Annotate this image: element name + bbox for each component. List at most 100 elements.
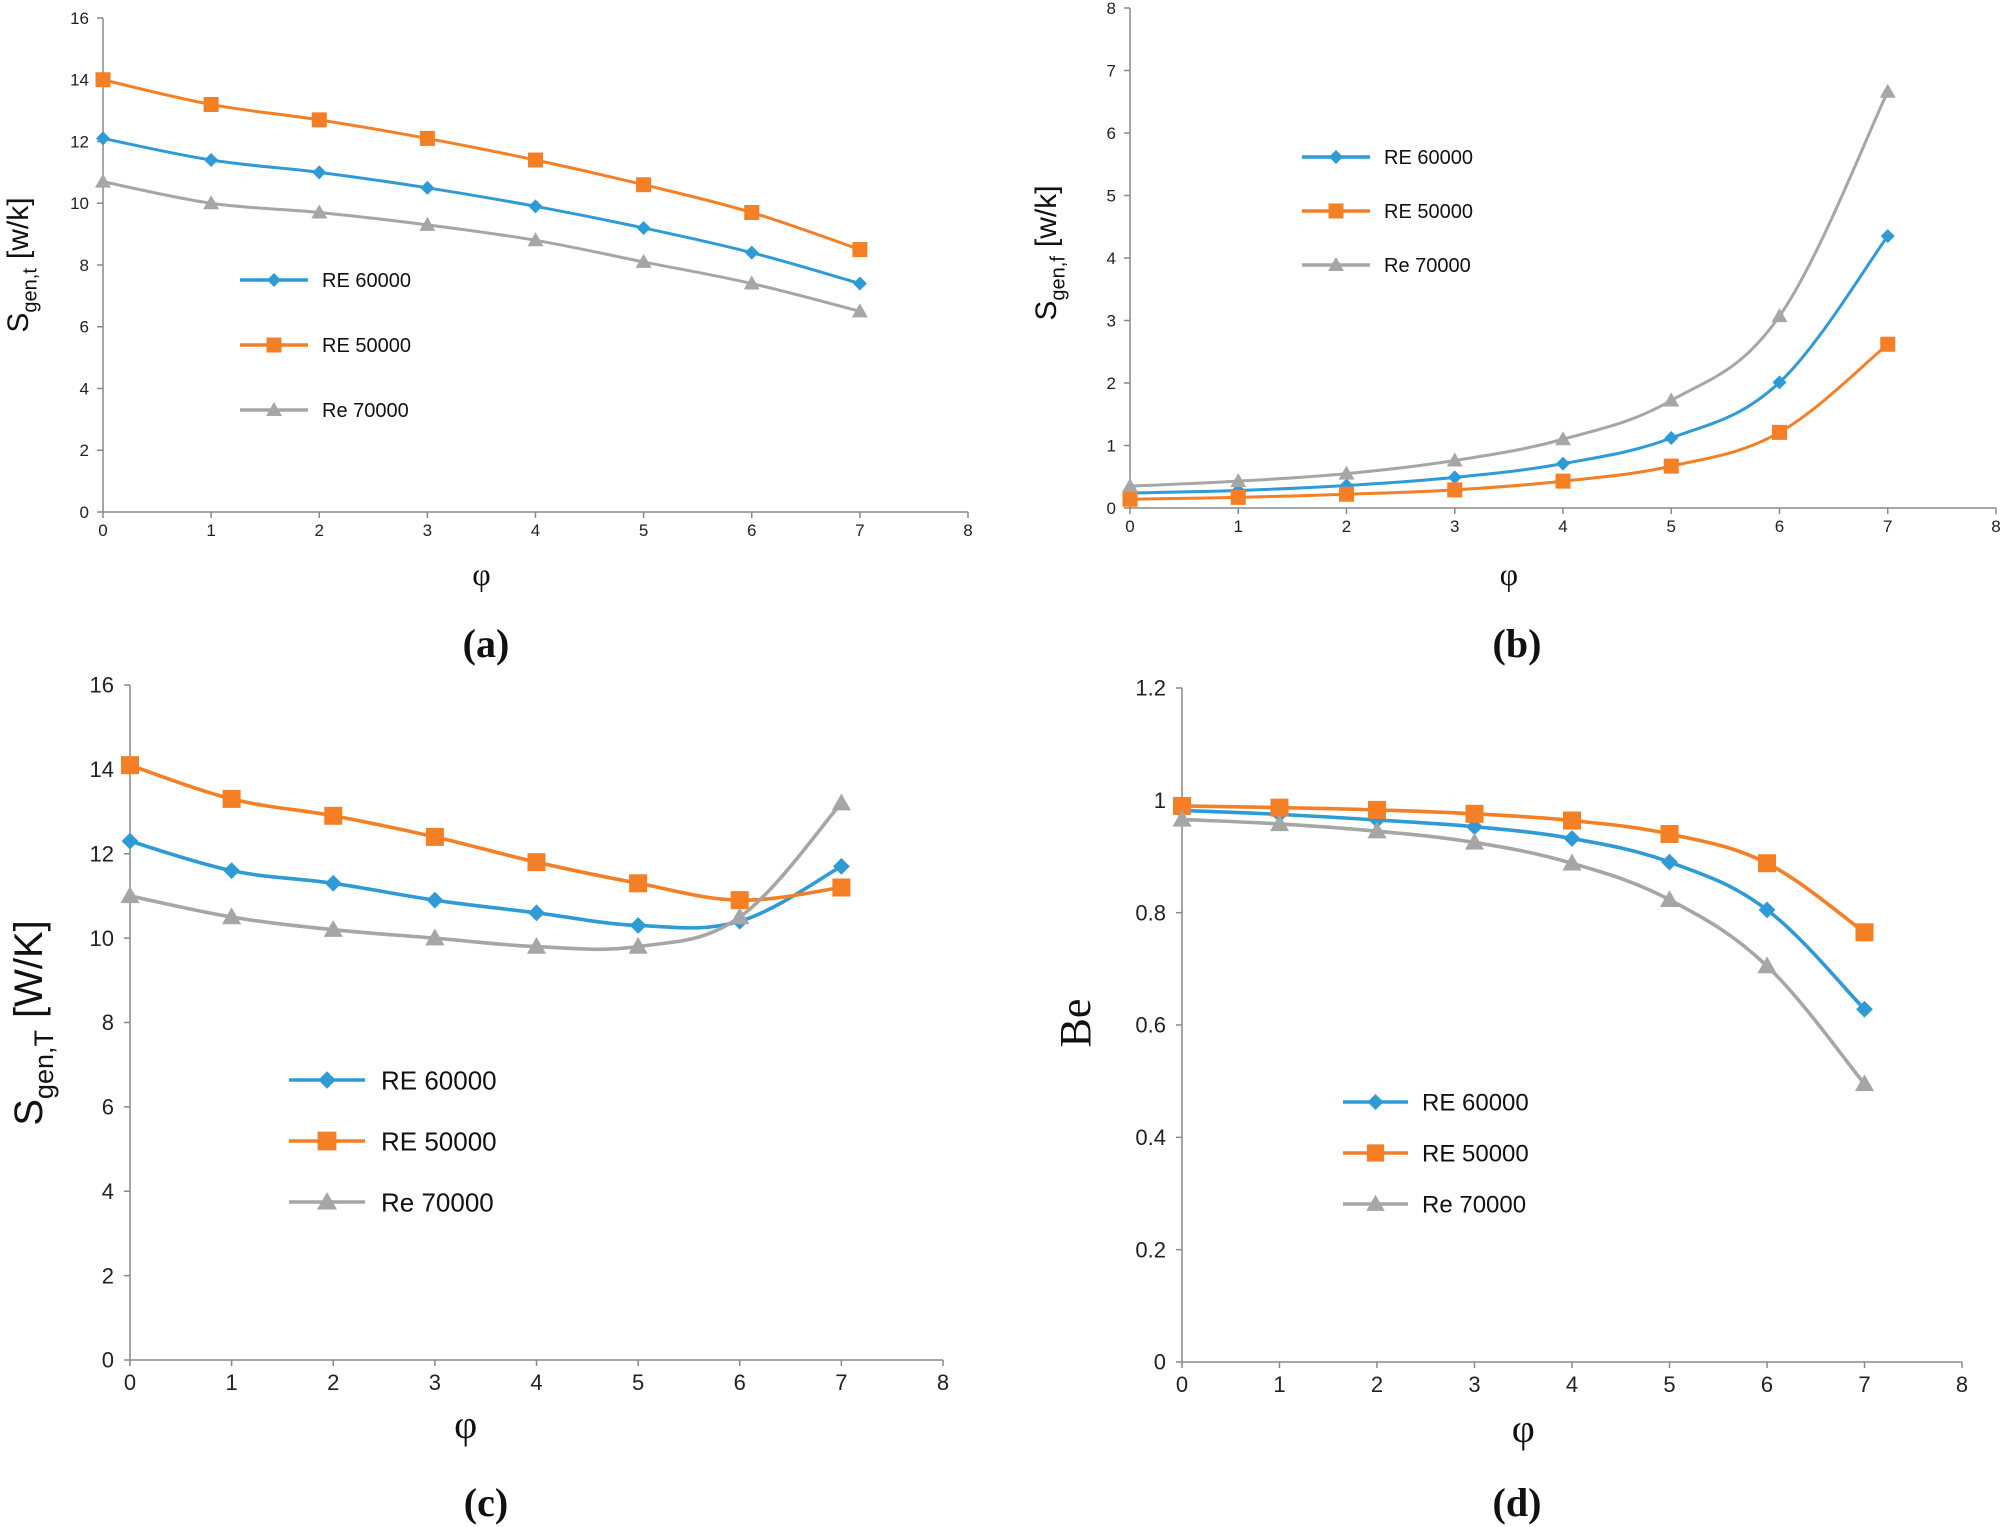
y-label-subscript: gen,t	[19, 268, 41, 313]
x-tick-label: 1	[1273, 1372, 1285, 1397]
data-point	[204, 153, 219, 168]
y-label-main: S	[7, 1099, 51, 1126]
y-tick-label: 1.2	[1135, 676, 1166, 701]
data-point	[1447, 482, 1463, 498]
data-point	[324, 874, 342, 892]
x-tick-label: 6	[734, 1370, 746, 1395]
y-tick-label: 0.8	[1135, 900, 1166, 925]
legend-marker	[1366, 1194, 1385, 1211]
x-tick-label: 5	[1663, 1372, 1675, 1397]
data-point	[1172, 809, 1192, 827]
data-point	[1368, 800, 1386, 819]
data-point	[628, 936, 648, 954]
x-tick-label: 8	[937, 1370, 949, 1395]
x-tick-label: 2	[1342, 517, 1351, 536]
data-point	[1659, 890, 1680, 907]
legend-marker	[318, 1071, 336, 1089]
x-tick-label: 2	[327, 1370, 339, 1395]
data-point	[323, 920, 343, 937]
data-point	[312, 165, 327, 180]
x-tick-label: 8	[1991, 517, 2000, 536]
data-point	[744, 245, 759, 260]
data-point	[1173, 796, 1191, 815]
panel-label: (d)	[1493, 1480, 1542, 1525]
y-tick-label: 4	[1107, 249, 1116, 268]
legend-label: RE 60000	[1422, 1090, 1529, 1117]
y-axis-label: Sgen,t [w/k]	[2, 197, 41, 332]
y-label-main: S	[1030, 301, 1063, 321]
data-point	[629, 917, 647, 934]
x-tick-label: 0	[124, 1370, 136, 1395]
x-axis-label: φ	[472, 556, 490, 592]
y-label-main: S	[2, 313, 35, 333]
y-tick-label: 12	[90, 841, 114, 866]
data-point	[1880, 336, 1896, 352]
y-tick-label: 2	[80, 441, 89, 460]
panel-label: (b)	[1493, 621, 1542, 666]
data-point	[832, 878, 851, 897]
x-tick-label: 5	[1667, 517, 1676, 536]
y-tick-label: 0	[80, 503, 89, 522]
data-point	[1660, 825, 1679, 844]
x-tick-label: 0	[1125, 517, 1134, 536]
legend-label: RE 60000	[1384, 147, 1473, 169]
x-tick-label: 6	[747, 521, 756, 540]
y-label-subscript: gen,f	[1047, 256, 1069, 301]
data-point	[222, 789, 241, 808]
data-point	[852, 242, 868, 258]
x-tick-label: 7	[1883, 517, 1892, 536]
data-point	[1563, 830, 1581, 847]
y-tick-label: 10	[90, 926, 114, 951]
y-tick-label: 16	[70, 9, 89, 28]
data-point	[528, 152, 543, 168]
x-tick-label: 7	[835, 1370, 847, 1395]
x-tick-label: 7	[1858, 1372, 1870, 1397]
data-point	[528, 199, 543, 214]
y-label-subscript: gen,T	[29, 1030, 59, 1099]
y-tick-label: 0.6	[1135, 1013, 1166, 1038]
x-tick-label: 1	[226, 1370, 238, 1395]
data-point	[426, 891, 444, 909]
y-label-main: Be	[1051, 999, 1100, 1048]
y-tick-label: 14	[90, 757, 114, 782]
x-tick-label: 6	[1775, 517, 1784, 536]
data-point	[1465, 804, 1484, 823]
data-point	[1856, 1000, 1873, 1018]
y-tick-label: 2	[1107, 374, 1116, 393]
data-point	[425, 827, 444, 846]
x-tick-label: 3	[1468, 1372, 1480, 1397]
y-tick-label: 6	[1107, 124, 1116, 143]
data-point	[1663, 458, 1679, 474]
data-point	[1661, 853, 1678, 871]
data-point	[832, 858, 850, 875]
x-tick-label: 1	[1234, 517, 1243, 536]
x-tick-label: 5	[632, 1370, 644, 1395]
data-point	[527, 232, 544, 247]
y-axis-label-text: Sgen,f [w/k]	[1030, 185, 1069, 320]
data-point	[419, 216, 436, 231]
data-point	[1855, 923, 1874, 942]
y-tick-label: 4	[80, 379, 89, 398]
y-tick-label: 0	[1107, 499, 1116, 518]
data-point	[1854, 1074, 1875, 1092]
panel-label: (a)	[463, 621, 510, 666]
data-point	[121, 756, 139, 775]
legend-marker	[1328, 203, 1344, 219]
y-axis-label-text: Be	[1051, 999, 1100, 1048]
x-tick-label: 4	[530, 1370, 542, 1395]
y-tick-label: 5	[1107, 186, 1116, 205]
legend-label: RE 50000	[1384, 201, 1473, 223]
y-label-unit: [w/k]	[2, 197, 35, 259]
legend-label: RE 50000	[1422, 1141, 1529, 1168]
x-tick-label: 3	[429, 1370, 441, 1395]
data-point	[420, 180, 435, 195]
series-line	[129, 763, 842, 902]
data-point	[527, 853, 546, 872]
y-tick-label: 12	[70, 132, 89, 151]
data-point	[1758, 901, 1776, 919]
data-point	[95, 173, 111, 188]
series-line	[1129, 235, 1889, 495]
data-point	[730, 891, 749, 910]
x-axis-label: φ	[1500, 556, 1518, 592]
